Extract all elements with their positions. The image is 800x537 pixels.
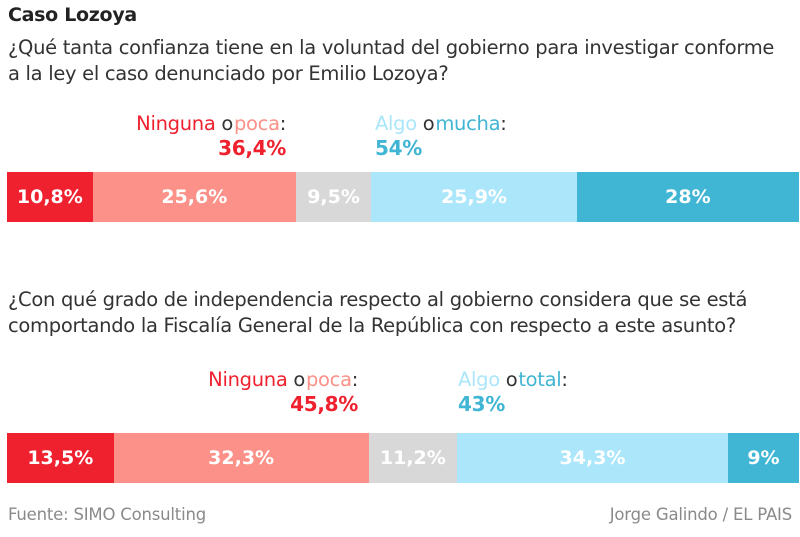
data-label: 11,2% <box>379 447 446 469</box>
legend-total-negative-2: 45,8% <box>290 392 358 416</box>
legend-total-negative-1: 36,4% <box>218 136 286 160</box>
bar-segment-ninguna: 10,8% <box>7 172 93 222</box>
legend-positive-1: Algo o mucha: 54% <box>375 112 507 160</box>
data-label: 9,5% <box>307 186 360 208</box>
legend-colon: : <box>279 112 287 135</box>
legend-word-total: total <box>518 368 562 391</box>
bar-segment-poca: 25,6% <box>92 172 296 222</box>
legend-word-algo: Algo <box>458 368 500 391</box>
legend-colon: : <box>561 368 568 391</box>
bar-segment-nsnc: 11,2% <box>368 433 458 483</box>
legend-word-ninguna: Ninguna <box>136 112 216 135</box>
bar-segment-total: 9% <box>727 433 799 483</box>
credit-note: Jorge Galindo / EL PAIS <box>609 505 792 524</box>
bar-segment-algo: 34,3% <box>457 433 728 483</box>
legend-joiner: o <box>505 368 518 391</box>
data-label: 25,9% <box>441 186 507 208</box>
legend-total-positive-1: 54% <box>375 136 422 160</box>
data-label: 25,6% <box>161 186 228 208</box>
legend-joiner: o <box>422 112 435 135</box>
data-label: 28% <box>665 186 711 208</box>
legend-word-ninguna: Ninguna <box>208 368 288 391</box>
stacked-bar-2: 13,5% 32,3% 11,2% 34,3% 9% <box>7 433 799 483</box>
bar-segment-mucha: 28% <box>576 172 799 222</box>
legend-colon: : <box>351 368 359 391</box>
legend-word-poca: poca <box>233 112 280 135</box>
bar-segment-nsnc: 9,5% <box>295 172 372 222</box>
source-note: Fuente: SIMO Consulting <box>8 505 206 524</box>
legend-negative-1: Ninguna o poca: 36,4% <box>60 112 286 160</box>
chart-title: Caso Lozoya <box>8 4 137 26</box>
legend-joiner: o <box>293 368 306 391</box>
bar-segment-algo: 25,9% <box>371 172 577 222</box>
question-2: ¿Con qué grado de independencia respecto… <box>8 288 748 337</box>
legend-joiner: o <box>221 112 234 135</box>
legend-colon: : <box>500 112 507 135</box>
question-1: ¿Qué tanta confianza tiene en la volunta… <box>8 36 775 85</box>
data-label: 9% <box>747 447 780 469</box>
legend-word-poca: poca <box>305 368 352 391</box>
legend-positive-2: Algo o total: 43% <box>458 368 568 416</box>
data-label: 10,8% <box>16 186 83 208</box>
data-label: 32,3% <box>208 447 275 469</box>
stacked-bar-1: 10,8% 25,6% 9,5% 25,9% 28% <box>7 172 799 222</box>
legend-negative-2: Ninguna o poca: 45,8% <box>130 368 358 416</box>
data-label: 34,3% <box>559 447 626 469</box>
legend-word-algo: Algo <box>375 112 417 135</box>
data-label: 13,5% <box>27 447 94 469</box>
bar-segment-poca: 32,3% <box>113 433 369 483</box>
bar-segment-ninguna: 13,5% <box>7 433 114 483</box>
legend-word-mucha: mucha <box>435 112 501 135</box>
legend-total-positive-2: 43% <box>458 392 505 416</box>
